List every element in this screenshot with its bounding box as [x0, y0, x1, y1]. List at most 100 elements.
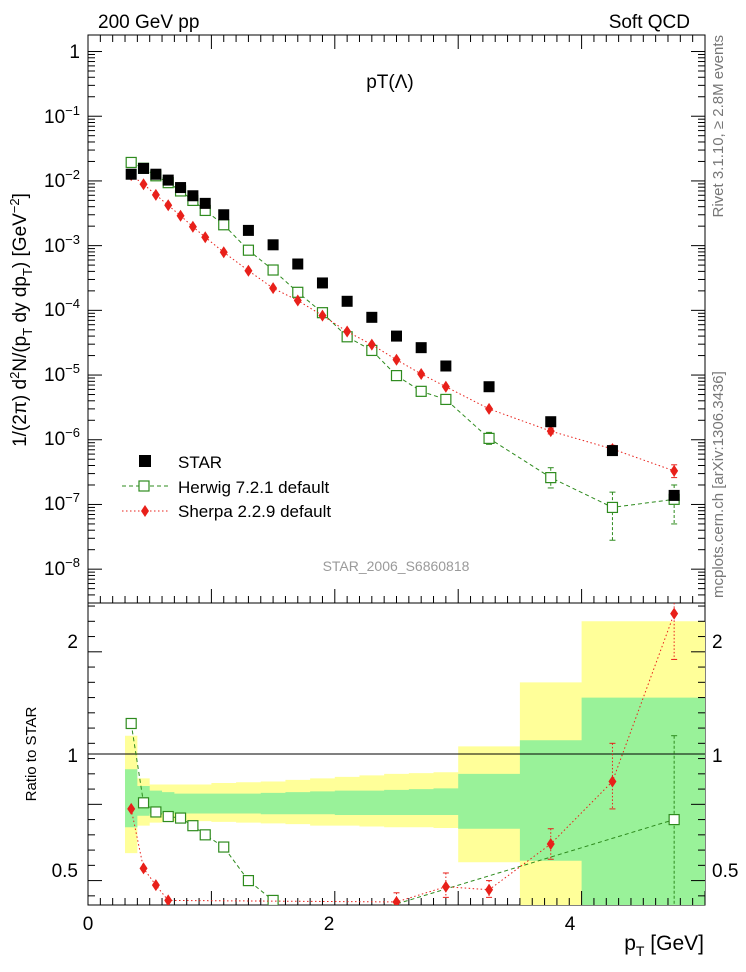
- main-y-axis-ticks: [87, 35, 706, 604]
- herwig-ratio-point: [174, 812, 187, 824]
- legend-label-star: STAR: [178, 453, 222, 472]
- legend-label-sherpa: Sherpa 2.2.9 default: [178, 502, 331, 521]
- ytick-label-1e-8: 10−8: [44, 555, 80, 580]
- ytitle-mid2: dy dp: [10, 276, 31, 328]
- star-main-point: [366, 311, 378, 323]
- ratio-axis-ticks: [87, 605, 706, 905]
- herwig-ratio-point: [187, 820, 199, 832]
- sherpa-main-point: [343, 325, 352, 338]
- star-main-point: [391, 330, 402, 342]
- sherpa-ratio-line: [130, 613, 675, 903]
- sherpa-main-line: [130, 174, 675, 472]
- ratio-data-layer: [125, 603, 680, 905]
- sherpa-main-point: [367, 338, 376, 351]
- plot-title: pT(Λ): [366, 72, 414, 93]
- sherpa-ratio-point: [151, 879, 160, 892]
- herwig-main-point: [415, 385, 427, 397]
- sherpa-ratio-point: [164, 894, 173, 905]
- sherpa-main-point: [176, 209, 185, 222]
- xtick-0: 0: [83, 914, 94, 935]
- herwig-main-point: [267, 264, 279, 276]
- ratio-ytick-2-left: 2: [67, 632, 78, 653]
- ytitle-mid: N/(p: [10, 336, 31, 372]
- sherpa-main-point: [392, 353, 401, 366]
- star-main-point: [175, 182, 187, 194]
- herwig-main-point: [390, 370, 403, 382]
- sherpa-main-point: [318, 309, 327, 322]
- category-label: Soft QCD: [609, 12, 690, 33]
- ratio-uncertainty-bands: [125, 621, 705, 905]
- sherpa-ratio-point: [392, 895, 401, 905]
- star-main-point: [292, 258, 304, 270]
- sherpa-ratio-point: [485, 883, 494, 896]
- mcplots-label: mcplots.cern.ch [arXiv:1306.3436]: [710, 371, 727, 598]
- star-main-point: [483, 381, 495, 393]
- star-main-point: [316, 277, 328, 289]
- herwig-main-point: [606, 501, 619, 514]
- sherpa-main-point: [219, 246, 228, 259]
- herwig-ratio-point: [267, 894, 279, 905]
- ratio-y-axis-title: Ratio to STAR: [23, 706, 40, 801]
- ytitle-sub-T1: T: [20, 328, 35, 336]
- main-y-tick-labels: 1 10−1 10−2 10−3 10−4 10−5 10−6 10−7 10−…: [44, 42, 80, 580]
- ytick-exp-7: −7: [65, 490, 80, 505]
- sherpa-ratio-point: [608, 775, 617, 788]
- star-main-point: [150, 168, 162, 180]
- ytitle-bracket: ]: [10, 193, 31, 198]
- star-main-point: [267, 239, 279, 251]
- sherpa-main-point: [485, 402, 494, 415]
- legend-marker-sherpa: [141, 505, 149, 517]
- star-main-point: [199, 197, 211, 209]
- ytick-exp-4: −4: [65, 296, 80, 311]
- ytick-exp-6: −6: [65, 425, 80, 440]
- ratio-stat-band: [125, 697, 705, 905]
- sherpa-ratio-point: [139, 862, 148, 875]
- herwig-ratio-point: [668, 813, 680, 826]
- ytick-label-1e-5: 10−5: [44, 361, 80, 386]
- xtick-2: 2: [324, 914, 335, 935]
- sherpa-main-point: [269, 282, 278, 295]
- star-main-point: [440, 360, 452, 372]
- star-main-point: [162, 174, 174, 186]
- herwig-ratio-point: [162, 810, 174, 823]
- ratio-tick-labels: 2 1 0.5 2 1 0.5 0 2 4: [52, 632, 739, 935]
- sherpa-main-point: [201, 231, 210, 244]
- herwig-ratio-point: [125, 717, 137, 730]
- star-main-point: [242, 224, 254, 236]
- ytick-exp-8: −8: [65, 555, 80, 570]
- sherpa-main-point: [139, 178, 148, 191]
- energy-label: 200 GeV pp: [98, 12, 199, 33]
- legend: STAR Herwig 7.2.1 default Sherpa 2.2.9 d…: [122, 453, 331, 521]
- star-main-point: [125, 168, 137, 180]
- ytick-label-1: 1: [69, 42, 80, 63]
- xtitle-unit: [GeV]: [644, 932, 704, 955]
- ytick-label-1e-6: 10−6: [44, 425, 80, 450]
- star-main-point: [606, 445, 618, 457]
- star-main-point: [545, 416, 557, 428]
- star-main-point: [668, 489, 680, 501]
- analysis-watermark: STAR_2006_S6860818: [323, 558, 470, 574]
- sherpa-main-point: [244, 264, 253, 277]
- sherpa-main-point: [151, 188, 160, 201]
- main-data-layer: [125, 156, 680, 541]
- herwig-main-point: [545, 472, 557, 484]
- herwig-main-point: [218, 219, 230, 231]
- sherpa-main-point: [441, 380, 450, 393]
- star-main-point: [415, 342, 427, 354]
- sherpa-ratio-point: [127, 802, 136, 815]
- xtick-4: 4: [565, 914, 576, 935]
- ytick-label-1e-4: 10−4: [44, 296, 80, 321]
- ratio-ytick-2-right: 2: [712, 632, 723, 653]
- x-axis-title: pT [GeV]: [624, 932, 704, 959]
- xtitle-sub-T: T: [636, 943, 645, 959]
- ytick-label-1e-3: 10−3: [44, 232, 80, 257]
- ratio-ytick-1-left: 1: [67, 746, 78, 767]
- ratio-ytick-05-left: 0.5: [52, 861, 78, 882]
- legend-label-herwig: Herwig 7.2.1 default: [178, 478, 329, 497]
- herwig-main-point: [242, 244, 255, 256]
- rivet-version-label: Rivet 3.1.10, ≥ 2.8M events: [710, 35, 727, 218]
- sherpa-main-point: [417, 367, 426, 380]
- ytick-label-1e-1: 10−1: [44, 103, 80, 128]
- sherpa-main-point: [164, 199, 173, 212]
